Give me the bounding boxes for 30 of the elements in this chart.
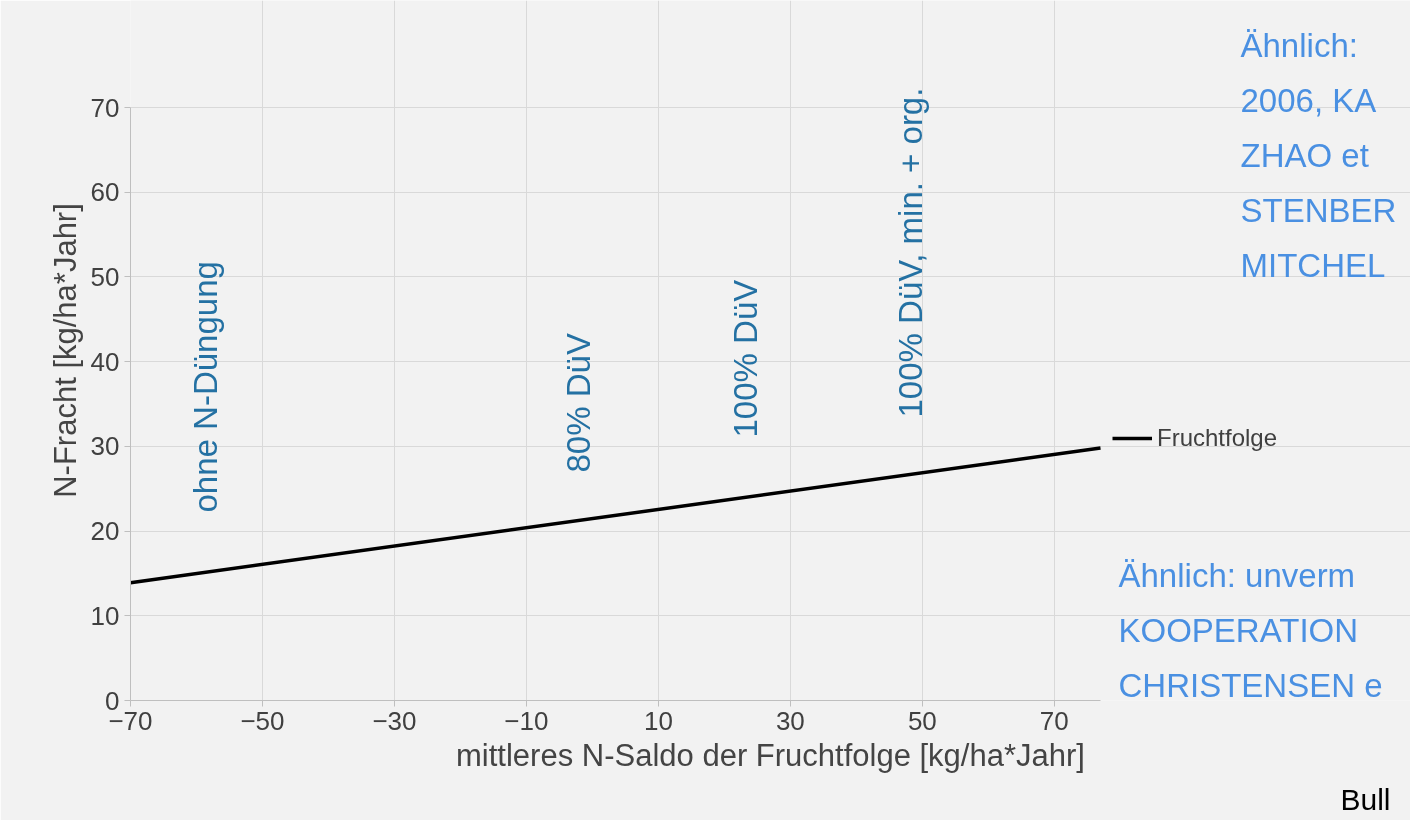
x-tick-label: −50 <box>240 705 285 736</box>
x-tick-label: −30 <box>372 705 417 736</box>
y-tick-label: 70 <box>90 92 120 123</box>
text: MITCHEL <box>1240 247 1386 284</box>
text: Ähnlich: unverm <box>1118 557 1356 594</box>
annotation: 100% DüV, min. + org. <box>892 87 929 418</box>
x-tick-label: 70 <box>1039 705 1069 736</box>
x-tick-label: 50 <box>907 705 937 736</box>
text: 2006, KA <box>1240 82 1377 119</box>
text: Ähnlich: <box>1240 27 1358 64</box>
annotation: 100% DüV <box>727 279 764 438</box>
annotation: ohne N-Düngung <box>187 261 224 513</box>
y-tick-label: 60 <box>90 177 120 208</box>
y-tick-label: 20 <box>90 516 120 547</box>
text: ZHAO et <box>1240 137 1369 174</box>
text: CHRISTENSEN e <box>1118 667 1383 704</box>
y-tick-label: 50 <box>90 261 120 292</box>
annotation: 80% DüV <box>560 333 597 473</box>
text: STENBER <box>1240 192 1397 229</box>
legend-label: Fruchtfolge <box>1157 424 1278 452</box>
x-tick-label: 30 <box>775 705 805 736</box>
x-tick-label: 10 <box>643 705 673 736</box>
x-tick-label: −10 <box>504 705 549 736</box>
x-axis-title: mittleres N-Saldo der Fruchtfolge [kg/ha*Jahr] <box>456 737 1085 773</box>
y-tick-label: 10 <box>90 600 120 631</box>
y-axis-title: N-Fracht [kg/ha*Jahr] <box>47 203 83 498</box>
y-tick-label: 30 <box>90 431 120 462</box>
y-tick-label: 40 <box>90 346 120 377</box>
text: Bull <box>1340 782 1391 816</box>
text: KOOPERATION <box>1118 612 1359 649</box>
